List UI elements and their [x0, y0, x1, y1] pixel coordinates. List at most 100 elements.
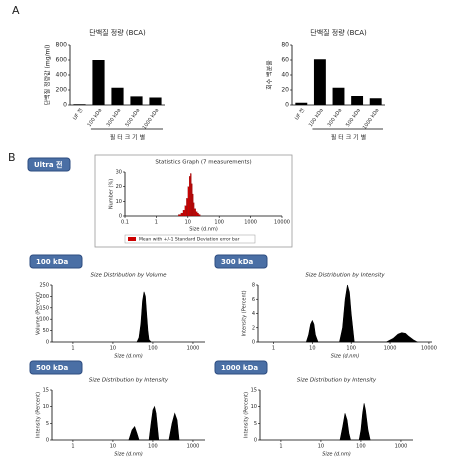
- y-tick-label: 30: [116, 170, 122, 176]
- x-tick-label: 10000: [421, 346, 437, 352]
- histogram-bar: [193, 202, 195, 217]
- x-tick-label: 100 kDa: [308, 108, 325, 129]
- histogram-bar: [184, 205, 187, 217]
- histogram-bar: [197, 212, 199, 217]
- y-tick-label: 400: [56, 72, 68, 79]
- histogram-bar: [198, 214, 201, 217]
- y-axis-label: Intensity (Percent): [36, 392, 42, 438]
- y-tick-label: 10: [43, 404, 49, 410]
- histogram-bar: [186, 198, 188, 217]
- y-tick-label: 20: [116, 184, 122, 190]
- histogram-bar: [188, 176, 191, 217]
- x-tick-label: 500 kDa: [345, 108, 362, 129]
- y-tick-label: 10: [251, 404, 257, 410]
- histogram-bar: [178, 214, 181, 217]
- y-tick-label: 150: [39, 305, 49, 311]
- x-tick-label: 100: [148, 444, 158, 450]
- bar: [111, 87, 124, 105]
- badge-label: 1000 kDa: [221, 364, 258, 372]
- x-tick-label: 10: [110, 444, 116, 450]
- x-tick-label: UF 전: [293, 107, 306, 122]
- y-tick-label: 5: [46, 421, 49, 427]
- x-tick-label: 10: [185, 220, 191, 226]
- histogram-bar: [180, 212, 184, 217]
- badge: [214, 254, 268, 269]
- x-tick-label: 1: [279, 444, 282, 450]
- y-tick-label: 40: [281, 72, 289, 79]
- bar: [149, 97, 162, 105]
- bar: [130, 96, 143, 105]
- y-tick-label: 20: [281, 87, 289, 94]
- y-tick-label: 50: [43, 328, 49, 334]
- histogram-bar: [187, 186, 190, 217]
- histogram-bar: [182, 210, 185, 217]
- x-tick-label: 1000 kDa: [142, 108, 161, 131]
- y-axis-label: Intensity (Percent): [244, 392, 250, 438]
- distribution-area: [339, 403, 371, 441]
- chart-title: Size Distribution by Intensity: [305, 273, 385, 279]
- stats-frame: [94, 154, 293, 248]
- histogram-bar: [191, 183, 193, 217]
- legend-label: Mean with +/-1 Standard Deviation error …: [139, 237, 240, 243]
- x-axis-label: 필 터 크 기 별: [110, 134, 145, 142]
- y-tick-label: 0: [285, 102, 289, 109]
- badge-label: 500 kDa: [36, 364, 69, 372]
- axis: [124, 172, 282, 217]
- x-axis-label: Size (d.nm): [114, 354, 143, 360]
- badge-label: Ultra 전: [34, 160, 62, 169]
- y-tick-label: 0: [46, 438, 49, 444]
- x-tick-label: 1: [71, 346, 74, 352]
- y-tick-label: 6: [252, 297, 255, 303]
- y-tick-label: 200: [56, 87, 68, 94]
- badge-label: 100 kDa: [36, 258, 69, 266]
- x-axis-label: Size (d.nm): [189, 227, 218, 233]
- histogram-bar: [190, 173, 192, 217]
- bar: [351, 96, 364, 105]
- bar: [295, 102, 308, 105]
- histogram-bar: [192, 193, 194, 217]
- y-tick-label: 60: [281, 57, 289, 64]
- panel-letter: B: [8, 151, 16, 164]
- x-tick-label: 1000 kDa: [362, 108, 381, 131]
- y-tick-label: 600: [56, 57, 68, 64]
- y-tick-label: 100: [39, 317, 49, 323]
- badge-label: 300 kDa: [221, 258, 254, 266]
- y-tick-label: 200: [39, 294, 49, 300]
- x-axis-label: Size (d.nm): [322, 452, 351, 458]
- chart-title: 단백질 정량 (BCA): [89, 28, 146, 37]
- chart-title: 단백질 정량 (BCA): [310, 28, 367, 37]
- x-tick-label: 1000: [187, 444, 200, 450]
- distribution-area: [136, 291, 152, 343]
- y-tick-label: 5: [254, 421, 257, 427]
- y-tick-label: 0: [119, 214, 122, 220]
- axis: [51, 285, 205, 343]
- x-tick-label: 10: [110, 346, 116, 352]
- bar: [332, 87, 345, 105]
- badge: [27, 157, 71, 172]
- x-tick-label: 300 kDa: [105, 108, 122, 129]
- y-tick-label: 800: [56, 42, 68, 49]
- x-tick-label: 1000: [244, 220, 257, 226]
- y-tick-label: 15: [251, 388, 257, 394]
- bar: [369, 98, 382, 105]
- y-tick-label: 0: [46, 340, 49, 346]
- y-tick-label: 250: [39, 283, 49, 289]
- legend-frame: [124, 234, 256, 244]
- distribution-area: [128, 405, 180, 441]
- x-tick-label: 1000: [187, 346, 200, 352]
- x-tick-label: 500 kDa: [124, 108, 141, 129]
- panel-letter: A: [12, 4, 20, 17]
- x-tick-label: 100: [356, 444, 366, 450]
- x-tick-label: 100: [148, 346, 158, 352]
- y-tick-label: 80: [281, 42, 289, 49]
- y-tick-label: 0: [63, 102, 67, 109]
- badge: [29, 254, 83, 269]
- chart-title: Size Distribution by Intensity: [89, 378, 169, 384]
- y-tick-label: 4: [252, 311, 255, 317]
- x-tick-label: 1000: [384, 346, 397, 352]
- x-axis-label: 필 터 크 기 별: [331, 134, 366, 142]
- y-axis-label: Intensity (Percent): [242, 290, 248, 336]
- histogram-bar: [195, 211, 198, 217]
- y-axis-label: 회수 백분율: [266, 60, 274, 90]
